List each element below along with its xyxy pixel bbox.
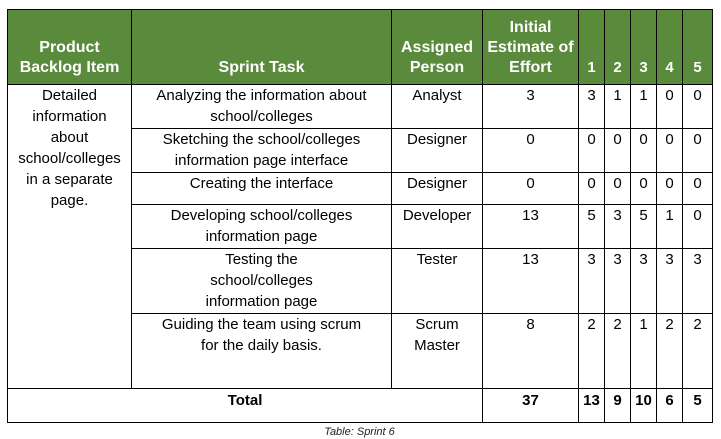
estimate-cell: 13 [482,248,579,314]
total-day-cell: 9 [604,388,631,423]
task-cell: Guiding the team using scrum for the dai… [131,313,392,389]
day-cell: 2 [578,313,605,389]
day-cell: 0 [682,84,713,129]
estimate-cell: 13 [482,204,579,249]
day-cell: 0 [682,204,713,249]
day-cell: 3 [578,248,605,314]
day-cell: 5 [630,204,657,249]
sprint-table: Product Backlog Item Sprint Task Assigne… [7,9,713,423]
header-estimate: Initial Estimate of Effort [482,9,579,85]
day-cell: 3 [656,248,683,314]
day-cell: 3 [604,248,631,314]
day-cell: 0 [630,128,657,173]
backlog-item-cell: Detailed information about school/colleg… [7,84,132,389]
person-cell: Analyst [391,84,483,129]
header-task: Sprint Task [131,9,392,85]
total-day-cell: 10 [630,388,657,423]
task-cell: Creating the interface [131,172,392,205]
day-cell: 3 [682,248,713,314]
day-cell: 5 [578,204,605,249]
person-cell: Developer [391,204,483,249]
day-cell: 1 [656,204,683,249]
day-cell: 1 [630,313,657,389]
header-day-3: 3 [630,9,657,85]
table-row: Detailed information about school/colleg… [7,84,713,389]
day-cell: 3 [604,204,631,249]
day-cell: 0 [682,172,713,205]
estimate-cell: 0 [482,172,579,205]
day-cell: 0 [604,172,631,205]
task-cell: Testing the school/colleges information … [131,248,392,314]
day-cell: 2 [656,313,683,389]
total-day-cell: 6 [656,388,683,423]
total-day-cell: 13 [578,388,605,423]
day-cell: 1 [630,84,657,129]
day-cell: 3 [578,84,605,129]
task-cell: Developing school/colleges information p… [131,204,392,249]
day-cell: 2 [682,313,713,389]
day-cell: 0 [630,172,657,205]
header-day-1: 1 [578,9,605,85]
estimate-cell: 0 [482,128,579,173]
total-estimate: 37 [482,388,579,423]
header-day-2: 2 [604,9,631,85]
person-cell: Tester [391,248,483,314]
table-row: Sketching the school/colleges informatio… [8,128,713,173]
estimate-cell: 8 [482,313,579,389]
total-label: Total [7,388,483,423]
task-cell: Sketching the school/colleges informatio… [131,128,392,173]
table-row: Creating the interface Designer 0 0 0 0 … [8,172,713,205]
day-cell: 3 [630,248,657,314]
day-cell: 0 [578,172,605,205]
estimate-cell: 3 [482,84,579,129]
day-cell: 1 [604,84,631,129]
day-cell: 0 [656,172,683,205]
task-cell: Analyzing the information about school/c… [131,84,392,129]
person-cell: Scrum Master [391,313,483,389]
day-cell: 2 [604,313,631,389]
header-day-5: 5 [682,9,713,85]
total-row: Total 37 13 9 10 6 5 [7,388,713,423]
day-cell: 0 [578,128,605,173]
day-cell: 0 [656,128,683,173]
day-cell: 0 [604,128,631,173]
day-cell: 0 [656,84,683,129]
day-cell: 0 [682,128,713,173]
person-cell: Designer [391,172,483,205]
header-person: Assigned Person [391,9,483,85]
person-cell: Designer [391,128,483,173]
header-backlog: Product Backlog Item [7,9,132,85]
header-row: Product Backlog Item Sprint Task Assigne… [7,9,713,85]
table-caption: Table: Sprint 6 [324,426,395,438]
table-row: Developing school/colleges information p… [8,204,713,249]
total-day-cell: 5 [682,388,713,423]
header-day-4: 4 [656,9,683,85]
